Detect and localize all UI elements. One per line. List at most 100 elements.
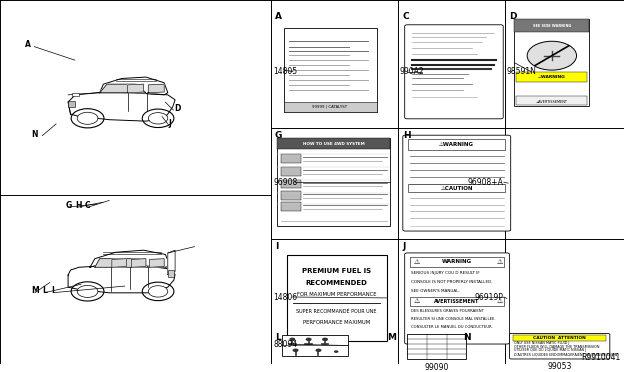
Text: N: N — [31, 130, 38, 139]
FancyBboxPatch shape — [404, 253, 509, 344]
Polygon shape — [68, 266, 175, 293]
Bar — [278, 138, 390, 226]
Bar — [72, 93, 79, 96]
Text: I: I — [275, 242, 278, 251]
Bar — [280, 191, 301, 200]
Text: ⚠: ⚠ — [497, 259, 503, 265]
Circle shape — [77, 112, 98, 124]
Text: A: A — [25, 41, 31, 49]
Text: CAUTION  ATTENTION: CAUTION ATTENTION — [533, 336, 586, 340]
Text: I: I — [51, 286, 54, 295]
Text: ⚠: ⚠ — [413, 259, 420, 265]
Bar — [516, 96, 588, 105]
Text: PREMIUM FUEL IS: PREMIUM FUEL IS — [302, 267, 371, 273]
Bar — [280, 202, 301, 211]
Bar — [282, 334, 348, 356]
Text: G: G — [65, 201, 72, 210]
Text: ONLY USE NISSAN MATIC FLUID J.: ONLY USE NISSAN MATIC FLUID J. — [515, 341, 571, 345]
Text: 99053: 99053 — [547, 362, 572, 371]
Polygon shape — [127, 84, 143, 93]
Text: 96908+A: 96908+A — [468, 178, 504, 187]
Text: RESULTER SI UNE CONSOLE MAL INSTALLEE.: RESULTER SI UNE CONSOLE MAL INSTALLEE. — [411, 317, 495, 321]
Text: L: L — [42, 286, 47, 295]
Text: 96919P: 96919P — [475, 292, 504, 302]
FancyBboxPatch shape — [404, 25, 503, 119]
Polygon shape — [95, 259, 148, 267]
Polygon shape — [100, 77, 168, 95]
Circle shape — [316, 349, 321, 352]
Text: RECOMMENDED: RECOMMENDED — [306, 279, 367, 285]
Bar — [168, 270, 174, 277]
Text: ⚠WARNING: ⚠WARNING — [439, 142, 474, 147]
Text: OTHER FLUIDS WILL DAMAGE THE TRANSMISSION: OTHER FLUIDS WILL DAMAGE THE TRANSMISSIO… — [515, 345, 600, 349]
Bar — [513, 335, 606, 341]
Bar — [278, 138, 390, 149]
Text: UTILISER QUE DU LIQUIDE MATIC NISSAN J: UTILISER QUE DU LIQUIDE MATIC NISSAN J — [515, 349, 587, 352]
Text: M: M — [31, 286, 39, 295]
Bar — [408, 184, 505, 192]
Text: DES BLESSURES GRAVES POURRAIENT: DES BLESSURES GRAVES POURRAIENT — [411, 309, 484, 313]
FancyBboxPatch shape — [509, 333, 610, 359]
Text: 99999 | CATALYST: 99999 | CATALYST — [312, 105, 347, 109]
Text: H: H — [75, 201, 81, 210]
Text: 96908: 96908 — [273, 178, 298, 187]
Text: ⚠: ⚠ — [413, 298, 420, 304]
Polygon shape — [148, 84, 164, 93]
Text: A: A — [275, 12, 282, 21]
Text: ⚠AVERTISSEMENT: ⚠AVERTISSEMENT — [536, 100, 568, 104]
Text: C: C — [403, 12, 410, 21]
Polygon shape — [150, 259, 164, 267]
Circle shape — [148, 286, 168, 297]
Bar — [68, 101, 76, 107]
Bar — [516, 72, 588, 82]
Text: D'AUTRES LIQUIDES ENDOMMAGERAIENT LA TRANSMISSION: D'AUTRES LIQUIDES ENDOMMAGERAIENT LA TRA… — [515, 352, 618, 356]
Polygon shape — [168, 250, 175, 274]
Text: SEE OWNER'S MANUAL.: SEE OWNER'S MANUAL. — [411, 289, 460, 292]
Text: 990A2: 990A2 — [400, 67, 424, 76]
Text: HOW TO USE 4WD SYSTEM: HOW TO USE 4WD SYSTEM — [303, 142, 364, 146]
Circle shape — [527, 41, 577, 70]
Circle shape — [148, 113, 168, 124]
Text: J: J — [403, 242, 406, 251]
Text: 99090: 99090 — [424, 363, 449, 372]
Text: SUPER RECOMMANDÉ POUR UNE: SUPER RECOMMANDÉ POUR UNE — [296, 309, 377, 314]
Text: ⚠: ⚠ — [497, 298, 503, 304]
Text: J: J — [168, 119, 172, 128]
Text: SEE SIDE WARNING: SEE SIDE WARNING — [532, 23, 571, 28]
Circle shape — [77, 285, 98, 298]
Text: D: D — [175, 104, 181, 113]
Bar — [280, 154, 301, 163]
Bar — [280, 180, 301, 188]
Text: ⚠WARNING: ⚠WARNING — [538, 75, 566, 79]
Circle shape — [322, 338, 328, 341]
Text: N: N — [463, 333, 471, 343]
Text: ⚠CAUTION: ⚠CAUTION — [440, 186, 473, 191]
Text: FOR MAXIMUM PERFORMANCE: FOR MAXIMUM PERFORMANCE — [297, 292, 376, 297]
Text: C: C — [84, 201, 90, 210]
Polygon shape — [131, 259, 146, 267]
Bar — [515, 19, 589, 106]
Bar — [280, 167, 301, 176]
Text: M: M — [387, 333, 396, 343]
Bar — [287, 255, 387, 341]
FancyBboxPatch shape — [403, 135, 511, 231]
Text: PERFORMANCE MAXIMUM: PERFORMANCE MAXIMUM — [303, 320, 371, 325]
Circle shape — [306, 338, 312, 341]
Text: 14805: 14805 — [273, 67, 297, 76]
Polygon shape — [68, 93, 175, 121]
Text: D: D — [509, 12, 517, 21]
Bar — [410, 297, 504, 305]
Text: G: G — [275, 131, 282, 140]
Circle shape — [334, 350, 339, 353]
Text: WARNING: WARNING — [442, 259, 472, 264]
Text: CONSOLE IS NOT PROPERLY INSTALLED.: CONSOLE IS NOT PROPERLY INSTALLED. — [411, 280, 492, 284]
Bar — [407, 334, 467, 359]
Polygon shape — [112, 259, 127, 267]
Text: 88094: 88094 — [273, 340, 297, 349]
Text: H: H — [403, 131, 410, 140]
Text: 14806: 14806 — [273, 292, 297, 302]
Circle shape — [289, 338, 295, 341]
Circle shape — [292, 349, 298, 352]
Polygon shape — [100, 84, 146, 93]
Bar — [284, 102, 377, 112]
